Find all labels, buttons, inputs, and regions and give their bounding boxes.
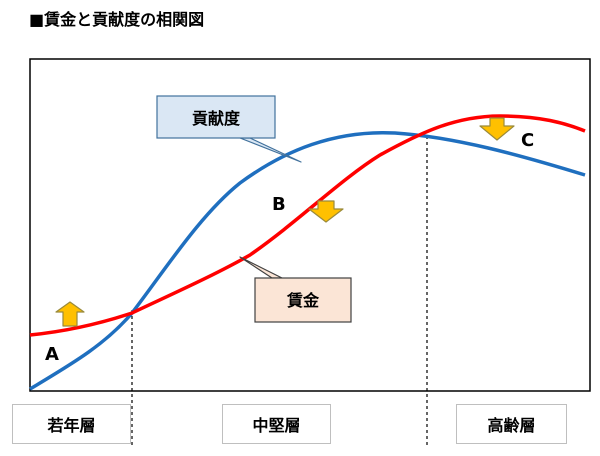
segment-young: 若年層 <box>12 404 131 444</box>
arrow-down-icon <box>308 200 344 223</box>
segment-middle: 中堅層 <box>222 404 331 444</box>
segment-senior: 高齢層 <box>456 404 567 444</box>
contribution-curve <box>29 130 586 391</box>
plot-frame <box>29 58 591 392</box>
arrow-up-icon <box>55 301 85 327</box>
wage-callout-label: 賃金 <box>286 291 320 310</box>
point-label-c: C <box>521 130 534 151</box>
arrow-down-icon <box>479 117 515 141</box>
wage-curve <box>29 114 586 337</box>
point-label-b: B <box>272 194 286 215</box>
point-label-a: A <box>45 344 59 365</box>
diagram-title: ■賃金と貢献度の相関図 <box>29 10 205 29</box>
contribution-callout-label: 貢献度 <box>192 109 241 128</box>
contribution-callout <box>156 95 276 139</box>
wage-callout <box>254 277 352 323</box>
